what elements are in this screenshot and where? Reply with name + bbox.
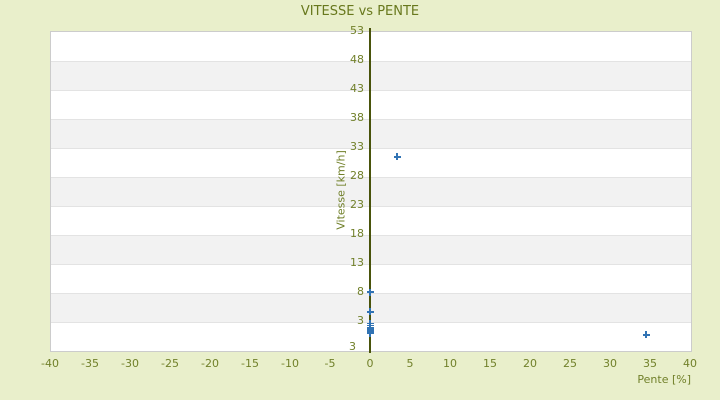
stripe-boundary-line <box>51 293 691 294</box>
stripe-boundary-line <box>51 119 691 120</box>
stripe-boundary-line <box>51 235 691 236</box>
plot-stripe <box>51 293 691 322</box>
plot-stripe <box>51 177 691 206</box>
y-tick-label: 28 <box>350 169 364 182</box>
y-tick-label: 53 <box>350 24 364 37</box>
x-tick-label: -20 <box>201 357 219 370</box>
x-tick-label: -10 <box>281 357 299 370</box>
y-tick-label: 8 <box>357 285 364 298</box>
data-point-marker <box>366 288 374 296</box>
stripe-boundary-line <box>51 322 691 323</box>
x-tick-label: 10 <box>443 357 457 370</box>
data-point-marker <box>393 153 401 161</box>
x-tick-label: 40 <box>683 357 697 370</box>
x-tick-label: -30 <box>121 357 139 370</box>
y-axis-line <box>369 28 371 353</box>
plot-area <box>50 31 692 352</box>
plot-stripe <box>51 32 691 61</box>
x-tick-label: -40 <box>41 357 59 370</box>
stripe-boundary-line <box>51 264 691 265</box>
y-tick-label: 13 <box>350 256 364 269</box>
x-tick-label: 20 <box>523 357 537 370</box>
x-tick-label: 0 <box>366 357 374 370</box>
chart-title: VITESSE vs PENTE <box>300 4 420 19</box>
x-tick-label: 35 <box>643 357 657 370</box>
y-axis-title: Vitesse [km/h] <box>334 150 348 230</box>
y-tick-label: 23 <box>350 198 364 211</box>
y-tick-label: 18 <box>350 227 364 240</box>
plot-stripe <box>51 206 691 235</box>
stripe-boundary-line <box>51 90 691 91</box>
plot-stripe <box>51 119 691 148</box>
data-point-marker <box>642 331 650 339</box>
x-tick-label: 15 <box>483 357 497 370</box>
x-tick-label: -25 <box>161 357 179 370</box>
plot-stripe <box>51 235 691 264</box>
stripe-boundary-line <box>51 148 691 149</box>
stripe-boundary-line <box>51 177 691 178</box>
plot-stripe <box>51 90 691 119</box>
plot-stripe <box>51 264 691 293</box>
x-tick-label: -5 <box>324 357 336 370</box>
plot-stripe <box>51 148 691 177</box>
stripe-boundary-line <box>51 61 691 62</box>
y-axis-bottom-extra-label: 3 <box>349 340 356 353</box>
stripe-boundary-line <box>51 206 691 207</box>
y-tick-label: 43 <box>350 82 364 95</box>
y-tick-label: 38 <box>350 111 364 124</box>
x-tick-label: 5 <box>406 357 414 370</box>
y-tick-label: 3 <box>357 314 364 327</box>
y-tick-label: 33 <box>350 140 364 153</box>
y-tick-label: 48 <box>350 53 364 66</box>
x-tick-label: 25 <box>563 357 577 370</box>
data-point-marker <box>366 329 374 337</box>
x-axis-title: Pente [%] <box>637 373 691 386</box>
x-tick-label: -15 <box>241 357 259 370</box>
data-point-marker <box>366 308 374 316</box>
plot-stripe <box>51 61 691 90</box>
x-tick-label: 30 <box>603 357 617 370</box>
x-tick-label: -35 <box>81 357 99 370</box>
